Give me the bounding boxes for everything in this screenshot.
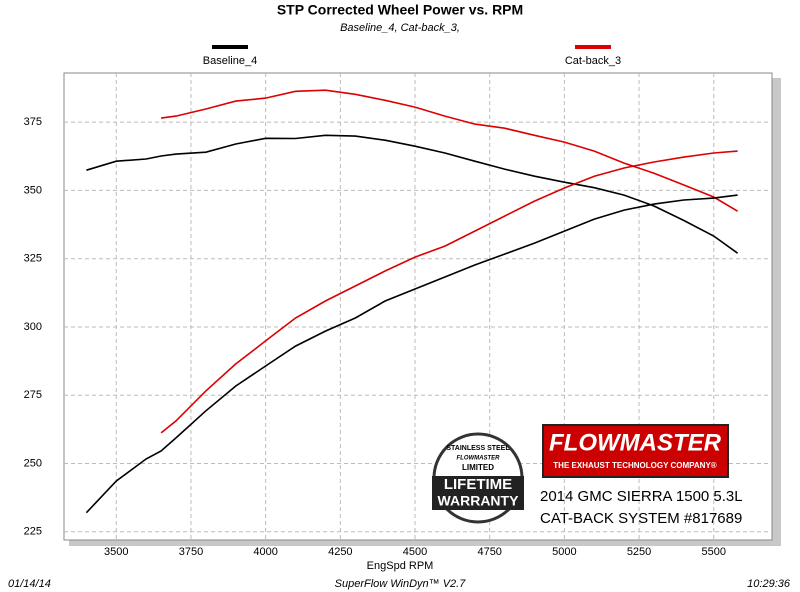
badge-text: LIFETIME	[444, 476, 512, 493]
y-tick-label: 375	[24, 116, 42, 128]
footer-date: 01/14/14	[8, 578, 51, 590]
logo: FLOWMASTER	[549, 429, 722, 456]
x-tick-label: 3500	[104, 546, 128, 558]
badge-text: FLOWMASTER	[457, 456, 501, 462]
data-line	[160, 89, 739, 212]
x-tick-label: 4750	[477, 546, 501, 558]
footer-software: SuperFlow WinDyn™ V2.7	[335, 578, 467, 590]
chart-subtitle: Baseline_4, Cat-back_3,	[340, 22, 460, 34]
x-axis-label: EngSpd RPM	[367, 560, 434, 572]
data-line	[160, 150, 738, 434]
x-tick-label: 4500	[403, 546, 427, 558]
badge-band	[432, 476, 524, 510]
y-tick-label: 350	[24, 184, 42, 196]
badge-text: STAINLESS STEEL	[446, 445, 510, 452]
y-tick-label: 250	[24, 457, 42, 469]
y-tick-label: 300	[24, 321, 42, 333]
x-tick-label: 3750	[179, 546, 203, 558]
x-tick-label: 5250	[627, 546, 651, 558]
system-text: CAT-BACK SYSTEM #817689	[540, 510, 742, 527]
chart-title: STP Corrected Wheel Power vs. RPM	[277, 2, 523, 18]
x-tick-label: 4000	[253, 546, 277, 558]
logo-box	[542, 424, 729, 478]
badge-text: WARRANTY	[438, 493, 520, 509]
footer-time: 10:29:36	[747, 578, 791, 590]
data-line	[85, 194, 738, 514]
logo-tagline: THE EXHAUST TECHNOLOGY COMPANY®	[553, 461, 716, 470]
y-tick-label: 325	[24, 253, 42, 265]
y-tick-label: 225	[24, 526, 42, 538]
badge: STAINLESS STEEL FLOWMASTER LIMITED LIFET…	[432, 432, 524, 524]
y-tick-label: 275	[24, 389, 42, 401]
data-line	[86, 134, 739, 254]
x-tick-label: 5000	[552, 546, 576, 558]
x-tick-label: 4250	[328, 546, 352, 558]
legend-label: Cat-back_3	[565, 55, 621, 67]
x-tick-label: 5500	[702, 546, 726, 558]
badge-text: LIMITED	[462, 463, 494, 472]
legend-label: Baseline_4	[203, 55, 257, 67]
vehicle-text: 2014 GMC SIERRA 1500 5.3L	[540, 488, 743, 505]
